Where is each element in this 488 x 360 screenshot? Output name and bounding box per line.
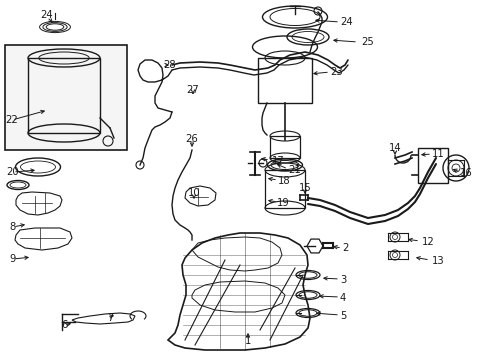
Bar [264, 170, 305, 208]
Text: 20: 20 [7, 167, 19, 177]
Text: 22: 22 [6, 115, 19, 125]
Text: 3: 3 [339, 275, 346, 285]
Text: 24: 24 [339, 17, 352, 27]
FancyBboxPatch shape [5, 45, 127, 150]
Text: 23: 23 [329, 67, 342, 77]
Text: 16: 16 [459, 168, 472, 178]
Text: 17: 17 [271, 156, 284, 166]
Text: 15: 15 [298, 183, 311, 193]
Text: 12: 12 [421, 237, 434, 247]
Text: 5: 5 [339, 311, 346, 321]
Text: 8: 8 [10, 222, 16, 232]
Text: 7: 7 [107, 313, 113, 323]
Text: 28: 28 [163, 60, 175, 70]
Text: 26: 26 [185, 134, 198, 144]
Text: 21: 21 [287, 165, 300, 175]
Text: 1: 1 [244, 336, 251, 346]
Text: 14: 14 [388, 143, 401, 153]
Bar [258, 58, 311, 103]
Text: 6: 6 [61, 320, 67, 330]
Text: 11: 11 [431, 149, 444, 159]
Text: 10: 10 [187, 188, 200, 198]
Text: 2: 2 [341, 243, 347, 253]
Text: 24: 24 [41, 10, 53, 20]
Text: 9: 9 [10, 254, 16, 264]
Bar [28, 58, 100, 133]
Text: 13: 13 [431, 256, 444, 266]
Text: 25: 25 [360, 37, 373, 47]
Text: 19: 19 [276, 198, 289, 208]
Text: 27: 27 [186, 85, 199, 95]
Bar [417, 148, 447, 183]
Text: 4: 4 [339, 293, 346, 303]
Bar [269, 136, 299, 158]
Text: 18: 18 [278, 176, 290, 186]
